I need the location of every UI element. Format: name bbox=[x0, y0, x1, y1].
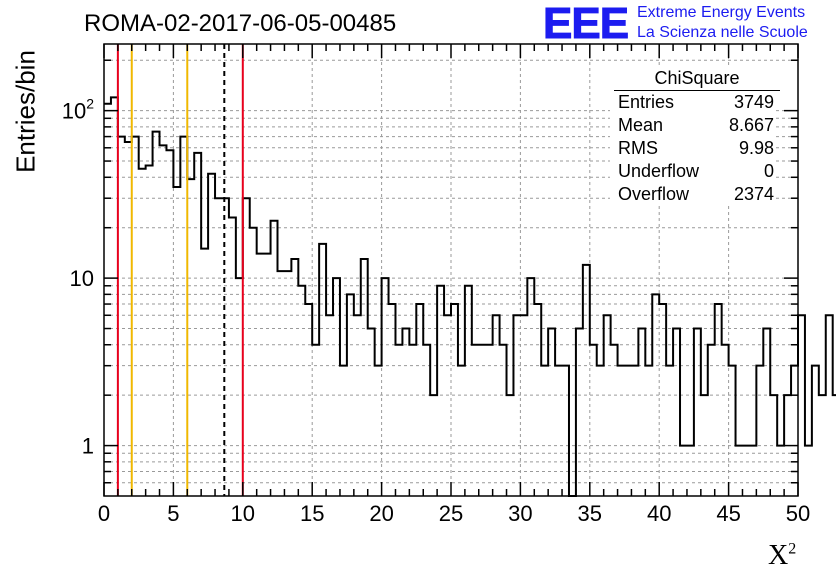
x-tick-label: 5 bbox=[167, 501, 179, 526]
stats-label: Entries bbox=[618, 92, 675, 112]
logo-line-1: Extreme Energy Events bbox=[637, 4, 806, 21]
stats-row-mean: Mean 8.667 bbox=[610, 114, 776, 137]
x-tick-label: 10 bbox=[231, 501, 255, 526]
stats-value: 8.667 bbox=[728, 115, 774, 135]
x-axis-label: X2 bbox=[768, 540, 796, 572]
stats-value: 2374 bbox=[733, 184, 774, 204]
x-tick-label: 50 bbox=[786, 501, 810, 526]
stats-label: Mean bbox=[618, 115, 664, 135]
x-tick-label: 40 bbox=[647, 501, 671, 526]
x-tick-label: 30 bbox=[508, 501, 532, 526]
logo-line-2: La Scienza nelle Scuole bbox=[637, 24, 808, 41]
x-axis-label-superscript: 2 bbox=[788, 540, 797, 558]
stats-label: Underflow bbox=[618, 161, 700, 181]
x-tick-label: 25 bbox=[439, 501, 463, 526]
stats-value: 9.98 bbox=[738, 138, 774, 158]
histogram-series-line bbox=[104, 96, 836, 497]
x-tick-label: 35 bbox=[578, 501, 602, 526]
x-axis-label-base: X bbox=[768, 540, 789, 571]
x-tick-label: 15 bbox=[300, 501, 324, 526]
stats-box-title: ChiSquare bbox=[614, 66, 780, 91]
x-tick-label: 45 bbox=[716, 501, 740, 526]
y-tick-label: 10 bbox=[70, 266, 94, 291]
eee-logo: EEE bbox=[542, 0, 629, 48]
y-tick-label: 102 bbox=[62, 96, 94, 124]
stats-box: ChiSquare Entries 3749 Mean 8.667 RMS 9.98 … bbox=[610, 66, 780, 206]
stats-row-underflow: Underflow 0 bbox=[610, 160, 776, 183]
chart-title: ROMA-02-2017-06-05-00485 bbox=[84, 10, 397, 37]
stats-row-overflow: Overflow 2374 bbox=[610, 183, 776, 206]
stats-value: 0 bbox=[763, 161, 774, 181]
x-tick-label: 0 bbox=[98, 501, 110, 526]
y-tick-label: 1 bbox=[82, 434, 94, 459]
stats-label: RMS bbox=[618, 138, 658, 158]
stats-label: Overflow bbox=[618, 184, 690, 204]
stats-value: 3749 bbox=[733, 92, 774, 112]
stats-row-rms: RMS 9.98 bbox=[610, 137, 776, 160]
stats-row-entries: Entries 3749 bbox=[610, 91, 776, 114]
x-tick-label: 20 bbox=[369, 501, 393, 526]
